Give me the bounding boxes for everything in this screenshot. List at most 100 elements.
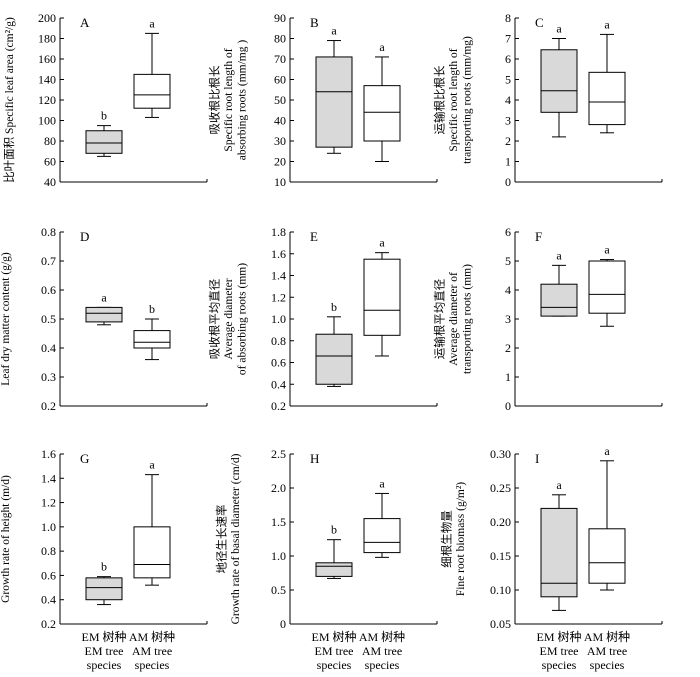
significance-letter: a bbox=[379, 476, 385, 490]
significance-letter: a bbox=[556, 478, 562, 492]
y-axis-label: 运输根平均直径 bbox=[433, 279, 447, 360]
y-tick-label: 3 bbox=[505, 114, 511, 128]
box-em: a bbox=[540, 478, 578, 611]
iqr-box bbox=[363, 258, 401, 336]
y-tick-label: 1.6 bbox=[41, 447, 56, 461]
significance-letter: a bbox=[149, 458, 155, 472]
iqr-box bbox=[85, 130, 123, 154]
y-tick-label: 20 bbox=[274, 155, 286, 169]
y-tick-label: 1.2 bbox=[41, 496, 56, 510]
y-tick-label: 0.8 bbox=[41, 544, 56, 558]
y-tick-label: 0.4 bbox=[271, 377, 286, 391]
y-tick-label: 8 bbox=[505, 11, 511, 25]
y-tick-label: 1 bbox=[505, 370, 511, 384]
x-category-label: species bbox=[135, 658, 170, 672]
x-category-label: EM 树种 bbox=[81, 629, 126, 644]
box-em: b bbox=[315, 523, 353, 579]
box-em: a bbox=[540, 22, 578, 138]
panel-b: 10 20 30 40 50 60 70 80 90 B 吸收根比根长 Specific root l… bbox=[208, 11, 438, 189]
y-tick-label: 0.7 bbox=[41, 254, 56, 268]
panel-label: I bbox=[535, 451, 539, 466]
panel-f: 0 1 2 3 4 5 6 F 运输根平均直径 Average diameter of transp… bbox=[433, 225, 663, 413]
y-axis-label: transporting roots (mm/mg) bbox=[462, 36, 474, 164]
significance-letter: a bbox=[604, 243, 610, 257]
y-tick-label: 4 bbox=[505, 93, 511, 107]
iqr-box bbox=[363, 518, 401, 554]
y-tick-label: 0.2 bbox=[41, 617, 56, 631]
y-tick-label: 180 bbox=[38, 32, 56, 46]
y-tick-label: 0.10 bbox=[490, 583, 511, 597]
y-axis-label: of absorbing roots (mm) bbox=[237, 263, 249, 375]
x-category-label: AM 树种 bbox=[359, 629, 405, 644]
significance-letter: a bbox=[331, 24, 337, 38]
y-tick-label: 80 bbox=[274, 32, 286, 46]
y-tick-label: 0.5 bbox=[41, 312, 56, 326]
panel-a: 40 60 80 100 120 140 160 180 200 A 比叶面积 Specific l… bbox=[3, 11, 208, 189]
y-axis-label: Specific root length of bbox=[448, 48, 460, 151]
panel-label: C bbox=[535, 15, 544, 30]
y-tick-label: 0.30 bbox=[490, 447, 511, 461]
y-tick-label: 40 bbox=[44, 175, 56, 189]
iqr-box bbox=[315, 333, 353, 385]
y-tick-label: 1.5 bbox=[271, 515, 286, 529]
x-category-label: species bbox=[590, 658, 625, 672]
box-em: b bbox=[315, 300, 353, 387]
y-tick-label: 0 bbox=[280, 617, 286, 631]
x-category-label: species bbox=[317, 658, 352, 672]
y-tick-label: 60 bbox=[274, 73, 286, 87]
panel-label: F bbox=[535, 229, 542, 244]
y-tick-label: 40 bbox=[274, 114, 286, 128]
y-axis-label: Growth rate of basal diameter (cm/d) bbox=[230, 453, 242, 624]
y-tick-label: 0.8 bbox=[271, 334, 286, 348]
significance-letter: a bbox=[556, 22, 562, 36]
x-category-label: AM 树种 bbox=[584, 629, 630, 644]
box-am: a bbox=[588, 243, 626, 327]
y-tick-label: 0.4 bbox=[41, 593, 56, 607]
y-tick-label: 10 bbox=[274, 175, 286, 189]
y-tick-label: 80 bbox=[44, 134, 56, 148]
panel-e: 0.2 0.4 0.6 0.8 1.0 1.2 1.4 1.6 1.8 E 吸收根平均直径 Avera… bbox=[208, 225, 438, 413]
y-tick-label: 30 bbox=[274, 134, 286, 148]
significance-letter: a bbox=[379, 236, 385, 250]
box-am: a bbox=[363, 40, 401, 162]
x-category-label: species bbox=[87, 658, 122, 672]
iqr-box bbox=[85, 306, 123, 323]
x-category-label: EM tree bbox=[315, 644, 354, 658]
box-am: b bbox=[133, 302, 171, 361]
y-tick-label: 7 bbox=[505, 32, 511, 46]
iqr-box bbox=[315, 562, 353, 577]
box-am: a bbox=[363, 236, 401, 357]
x-category-label: AM tree bbox=[132, 644, 172, 658]
y-tick-label: 1 bbox=[505, 155, 511, 169]
significance-letter: b bbox=[331, 300, 337, 314]
y-axis-label: Growth rate of height (m/d) bbox=[0, 475, 12, 603]
significance-letter: b bbox=[101, 560, 107, 574]
box-am: a bbox=[133, 16, 171, 118]
y-axis-label: Specific root length of bbox=[223, 48, 235, 151]
panel-label: A bbox=[80, 15, 90, 30]
panel-label: G bbox=[80, 451, 89, 466]
y-axis-label: absorbing roots (mm/mg ) bbox=[237, 40, 249, 161]
box-am: a bbox=[588, 444, 626, 591]
x-category-label: AM tree bbox=[362, 644, 402, 658]
significance-letter: b bbox=[149, 302, 155, 316]
y-tick-label: 1.8 bbox=[271, 225, 286, 239]
significance-letter: a bbox=[101, 290, 107, 304]
y-axis-label: 吸收根平均直径 bbox=[208, 279, 222, 360]
x-category-label: EM 树种 bbox=[311, 629, 356, 644]
significance-letter: b bbox=[101, 109, 107, 123]
iqr-box bbox=[133, 73, 171, 109]
y-tick-label: 0.20 bbox=[490, 515, 511, 529]
y-tick-label: 1.4 bbox=[41, 471, 56, 485]
significance-letter: a bbox=[604, 17, 610, 31]
y-tick-label: 2.0 bbox=[271, 481, 286, 495]
y-tick-label: 0.6 bbox=[271, 356, 286, 370]
y-tick-label: 100 bbox=[38, 114, 56, 128]
y-tick-label: 2.5 bbox=[271, 447, 286, 461]
significance-letter: a bbox=[379, 40, 385, 54]
y-tick-label: 0.05 bbox=[490, 617, 511, 631]
significance-letter: a bbox=[604, 444, 610, 458]
y-tick-label: 0.6 bbox=[41, 283, 56, 297]
